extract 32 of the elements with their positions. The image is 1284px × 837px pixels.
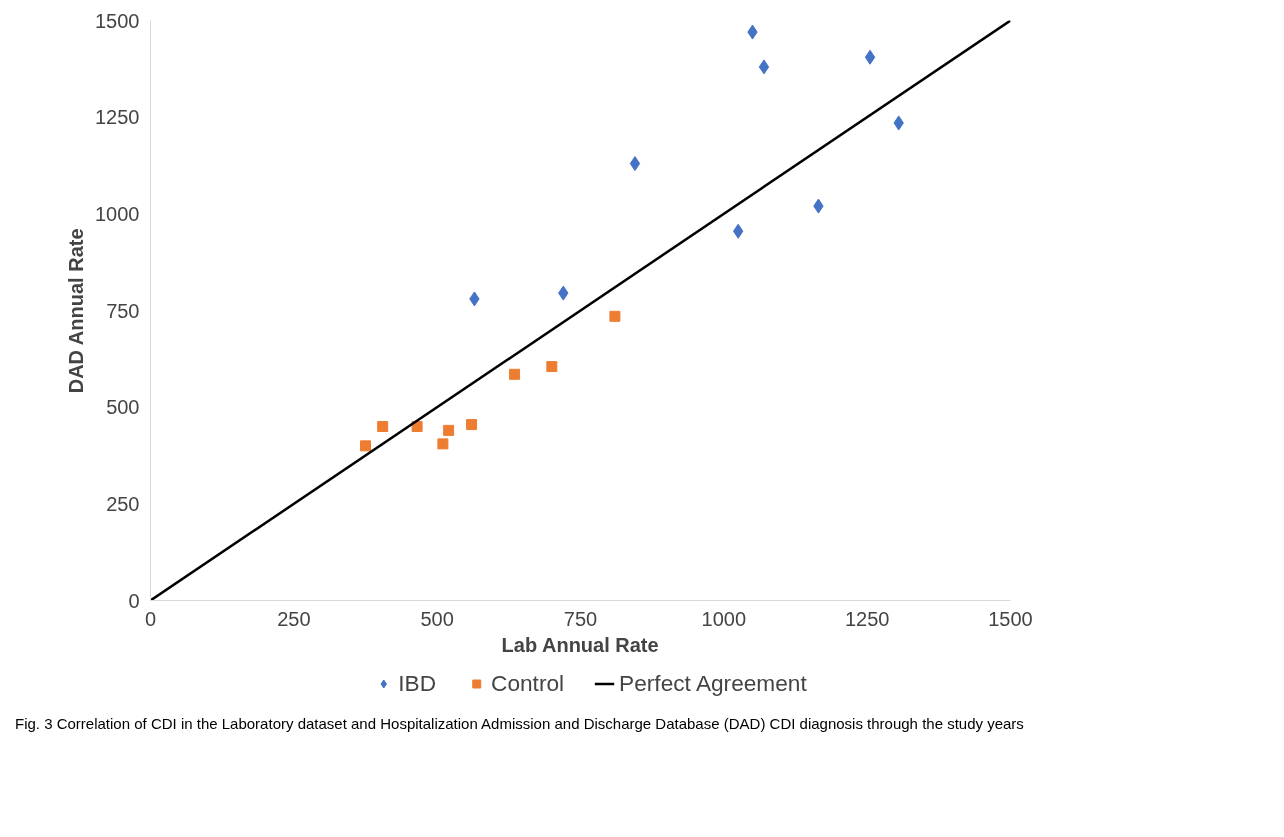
y-tick-label: 500 xyxy=(106,396,140,419)
x-tick-label: 1000 xyxy=(701,607,747,630)
x-tick-label: 500 xyxy=(420,607,454,630)
point xyxy=(360,440,371,452)
point xyxy=(864,49,876,65)
legend-label: IBD xyxy=(398,669,437,697)
x-axis-title: Lab Annual Rate xyxy=(501,633,659,656)
caption: Fig. 3 Correlation of CDI in the Laboratory dataset and Hospitalization Admission and Discharge Database (DAD) CDI diagnosis through the study years xyxy=(15,714,1024,734)
x-tick-label: 1500 xyxy=(988,607,1033,630)
x-tick-label: 750 xyxy=(563,607,598,630)
y-tick-label: 0 xyxy=(128,589,140,612)
x-tick-label: 250 xyxy=(277,607,311,630)
y-tick-label: 750 xyxy=(106,299,140,322)
point xyxy=(437,438,449,450)
y-tick-label: 1250 xyxy=(95,106,140,129)
y-tick-label: 1000 xyxy=(95,202,140,225)
y-tick-label: 1500 xyxy=(95,9,140,32)
point xyxy=(377,421,389,432)
x-tick-label: 1250 xyxy=(844,607,890,630)
legend-label: Perfect Agreement xyxy=(619,669,807,697)
legend-label: Control xyxy=(491,669,565,697)
y-axis-title: DAD Annual Rate xyxy=(65,228,88,394)
point xyxy=(443,424,455,436)
x-tick-label: 0 xyxy=(144,607,157,630)
point xyxy=(609,310,621,322)
point xyxy=(758,59,770,75)
point xyxy=(466,419,478,431)
point xyxy=(546,361,558,373)
point xyxy=(411,421,423,432)
point xyxy=(509,368,521,380)
point xyxy=(629,156,641,172)
y-tick-label: 250 xyxy=(106,492,140,515)
